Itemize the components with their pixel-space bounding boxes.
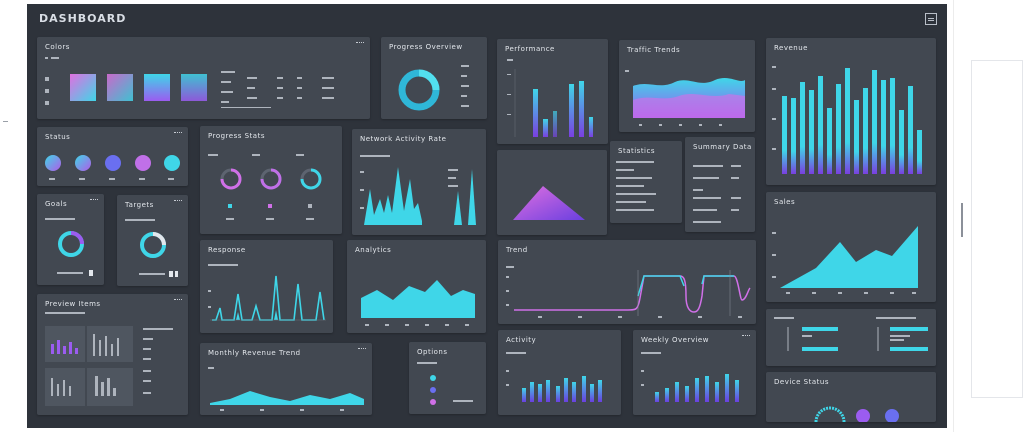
panel-title: Summary Data bbox=[693, 143, 752, 151]
panel-title: Goals bbox=[45, 200, 68, 208]
more-icon[interactable] bbox=[358, 348, 366, 352]
area-mid-chart bbox=[361, 280, 475, 326]
panel-title: Targets bbox=[125, 201, 154, 209]
more-icon[interactable] bbox=[174, 132, 182, 136]
line-spike-chart bbox=[208, 264, 326, 321]
more-icon[interactable] bbox=[742, 335, 750, 339]
more-icon[interactable] bbox=[174, 200, 182, 204]
panel-sliders bbox=[766, 309, 936, 366]
panel-title: Colors bbox=[45, 43, 70, 51]
ring-a bbox=[45, 218, 93, 276]
left-marker bbox=[3, 121, 8, 122]
panel-thumbs: Preview Items bbox=[37, 294, 188, 415]
triangle-area bbox=[513, 186, 585, 220]
panel-spikes: Network Activity Rate bbox=[352, 129, 486, 235]
toggle-list bbox=[417, 362, 473, 405]
wave-line-chart bbox=[506, 266, 751, 318]
bottom-bars-b bbox=[641, 352, 739, 402]
panel-gauges: Device Status bbox=[766, 372, 936, 422]
panel-title: Analytics bbox=[355, 246, 392, 254]
legend-lines bbox=[616, 161, 656, 211]
panel-title: Status bbox=[45, 133, 71, 141]
panel-title: Sales bbox=[774, 198, 796, 206]
thumbnail-grid bbox=[45, 312, 173, 406]
panel-toggles: Options bbox=[409, 342, 486, 414]
panel-bottom-area: Monthly Revenue Trend bbox=[200, 343, 372, 415]
panel-bar-gradient: Performance bbox=[497, 39, 608, 144]
panel-area-top: Traffic Trends bbox=[619, 40, 755, 132]
panel-swatches: Colors bbox=[37, 37, 370, 119]
panel-title: Network Activity Rate bbox=[360, 135, 447, 143]
panel-title: Performance bbox=[505, 45, 555, 53]
panel-title: Monthly Revenue Trend bbox=[208, 349, 301, 357]
panel-wave-line: Trend bbox=[498, 240, 756, 324]
panel-list-right: Summary Data bbox=[685, 137, 755, 232]
more-icon[interactable] bbox=[90, 199, 98, 203]
panel-triple-rings: Progress Stats bbox=[200, 126, 342, 234]
right-area-chart bbox=[772, 226, 918, 294]
ring-stats bbox=[208, 154, 322, 220]
tall-bar-chart bbox=[772, 66, 922, 174]
panel-ring-small-b: Targets bbox=[117, 195, 188, 286]
gradient-bars bbox=[507, 59, 593, 137]
panel-tall-bars: Revenue bbox=[766, 38, 936, 185]
panel-title: Activity bbox=[506, 336, 537, 344]
swatches-graphic bbox=[45, 57, 334, 108]
panel-title: Traffic Trends bbox=[627, 46, 681, 54]
side-panel-card bbox=[971, 60, 1023, 398]
bottom-area-chart bbox=[208, 367, 364, 411]
dashboard-app: DASHBOARD Colors Pr bbox=[27, 4, 947, 428]
panel-bars-bottom-b: Weekly Overview bbox=[633, 330, 756, 415]
more-icon[interactable] bbox=[356, 42, 364, 46]
panel-title: Weekly Overview bbox=[641, 336, 709, 344]
panel-donut: Progress Overview bbox=[381, 37, 487, 119]
panel-title: Preview Items bbox=[45, 300, 101, 308]
bottom-bars-a bbox=[506, 352, 602, 402]
panel-area-mid: Analytics bbox=[347, 240, 486, 333]
app-title: DASHBOARD bbox=[39, 12, 127, 25]
more-icon[interactable] bbox=[174, 299, 182, 303]
panel-title: Options bbox=[417, 348, 448, 356]
ring-b bbox=[125, 219, 178, 277]
panel-title: Revenue bbox=[774, 44, 808, 52]
hamburger-icon[interactable] bbox=[925, 13, 937, 25]
panel-title: Statistics bbox=[618, 147, 655, 155]
panel-legend-list: Statistics bbox=[610, 141, 682, 223]
panel-title: Progress Stats bbox=[208, 132, 265, 140]
scrollbar-thumb[interactable] bbox=[961, 203, 963, 237]
panel-ring-small-a: Goals bbox=[37, 194, 104, 285]
page-edge-line bbox=[953, 0, 954, 432]
panel-dots: Status bbox=[37, 127, 188, 186]
panel-title: Progress Overview bbox=[389, 43, 463, 51]
panel-right-area: Sales bbox=[766, 192, 936, 302]
panel-title: Trend bbox=[506, 246, 528, 254]
slider-controls bbox=[774, 317, 928, 351]
donut-chart bbox=[398, 65, 469, 111]
panel-line-spikes: Response bbox=[200, 240, 333, 333]
gauge-row bbox=[814, 406, 899, 422]
panel-title: Response bbox=[208, 246, 246, 254]
top-bar: DASHBOARD bbox=[27, 4, 947, 38]
area-chart bbox=[625, 70, 745, 126]
panel-title: Device Status bbox=[774, 378, 829, 386]
list-lines bbox=[693, 165, 741, 223]
panel-bars-bottom-a: Activity bbox=[498, 330, 621, 415]
status-dots bbox=[45, 155, 180, 180]
panel-triangle bbox=[497, 150, 607, 235]
spike-chart bbox=[360, 155, 476, 225]
